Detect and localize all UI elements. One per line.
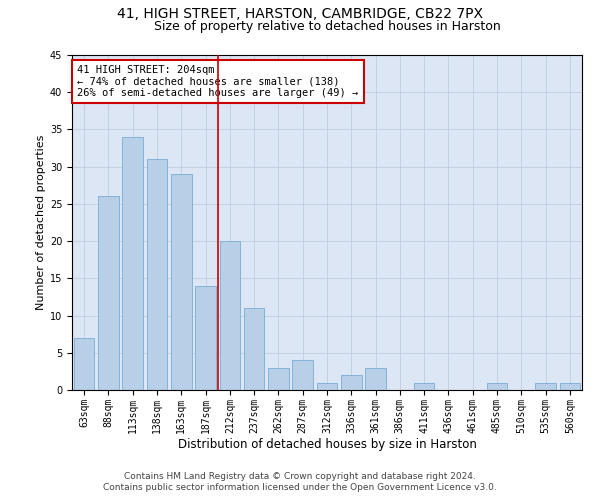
X-axis label: Distribution of detached houses by size in Harston: Distribution of detached houses by size …: [178, 438, 476, 452]
Bar: [220, 241, 240, 390]
Bar: [365, 368, 386, 390]
Bar: [146, 159, 167, 390]
Text: 41, HIGH STREET, HARSTON, CAMBRIDGE, CB22 7PX: 41, HIGH STREET, HARSTON, CAMBRIDGE, CB2…: [117, 8, 483, 22]
Bar: [195, 286, 216, 390]
Bar: [317, 382, 337, 390]
Bar: [268, 368, 289, 390]
Bar: [244, 308, 265, 390]
Bar: [74, 338, 94, 390]
Text: Contains HM Land Registry data © Crown copyright and database right 2024.
Contai: Contains HM Land Registry data © Crown c…: [103, 472, 497, 492]
Text: 41 HIGH STREET: 204sqm
← 74% of detached houses are smaller (138)
26% of semi-de: 41 HIGH STREET: 204sqm ← 74% of detached…: [77, 65, 358, 98]
Bar: [98, 196, 119, 390]
Bar: [560, 382, 580, 390]
Bar: [122, 137, 143, 390]
Bar: [171, 174, 191, 390]
Y-axis label: Number of detached properties: Number of detached properties: [35, 135, 46, 310]
Bar: [341, 375, 362, 390]
Title: Size of property relative to detached houses in Harston: Size of property relative to detached ho…: [154, 20, 500, 33]
Bar: [414, 382, 434, 390]
Bar: [292, 360, 313, 390]
Bar: [535, 382, 556, 390]
Bar: [487, 382, 508, 390]
